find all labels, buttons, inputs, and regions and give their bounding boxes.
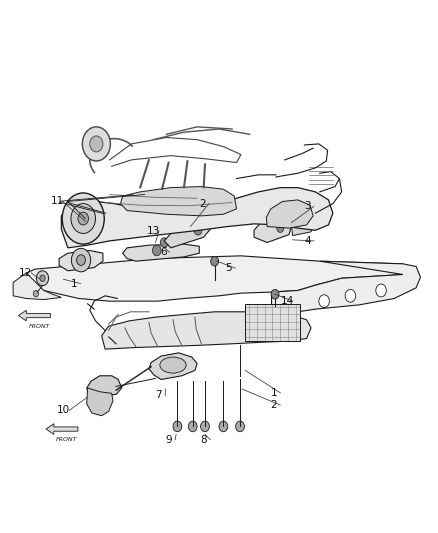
Circle shape	[173, 421, 182, 432]
Text: 13: 13	[147, 226, 160, 236]
FancyArrow shape	[18, 310, 50, 321]
Circle shape	[160, 238, 168, 247]
Text: 1: 1	[271, 388, 277, 398]
Polygon shape	[272, 261, 420, 312]
Circle shape	[71, 248, 91, 272]
Text: 10: 10	[57, 406, 70, 415]
Polygon shape	[164, 216, 212, 248]
Text: 7: 7	[155, 391, 162, 400]
Polygon shape	[149, 353, 197, 379]
Polygon shape	[13, 273, 61, 300]
Circle shape	[345, 289, 356, 302]
Polygon shape	[254, 217, 291, 243]
Polygon shape	[59, 251, 103, 271]
Circle shape	[152, 245, 161, 256]
Circle shape	[78, 212, 88, 225]
Circle shape	[90, 136, 103, 152]
Text: 3: 3	[304, 201, 311, 211]
Circle shape	[77, 255, 85, 265]
Circle shape	[201, 421, 209, 432]
Circle shape	[211, 256, 219, 266]
Polygon shape	[266, 200, 313, 228]
Circle shape	[188, 421, 197, 432]
Text: 5: 5	[226, 263, 232, 273]
Circle shape	[319, 295, 329, 308]
Circle shape	[62, 193, 104, 244]
FancyBboxPatch shape	[245, 304, 300, 341]
Circle shape	[271, 289, 279, 299]
Text: 4: 4	[304, 236, 311, 246]
Text: 1: 1	[71, 279, 78, 288]
Polygon shape	[87, 376, 122, 397]
Ellipse shape	[160, 357, 186, 373]
Text: FRONT: FRONT	[56, 437, 77, 442]
Text: FRONT: FRONT	[29, 324, 50, 328]
Polygon shape	[123, 244, 199, 261]
Text: 14: 14	[280, 296, 293, 306]
Circle shape	[219, 421, 228, 432]
Circle shape	[33, 290, 39, 297]
Text: 11: 11	[50, 197, 64, 206]
Text: 8: 8	[201, 435, 207, 445]
Polygon shape	[102, 312, 311, 349]
Polygon shape	[120, 187, 237, 216]
Text: 9: 9	[166, 435, 172, 445]
Polygon shape	[26, 256, 403, 301]
Circle shape	[376, 284, 386, 297]
Circle shape	[40, 275, 45, 281]
FancyArrow shape	[46, 424, 78, 434]
Circle shape	[194, 225, 202, 235]
Circle shape	[236, 421, 244, 432]
Circle shape	[277, 224, 284, 232]
Text: 2: 2	[199, 199, 206, 208]
Polygon shape	[87, 388, 113, 416]
Circle shape	[36, 271, 49, 286]
Text: 6: 6	[160, 247, 166, 257]
Polygon shape	[291, 217, 315, 236]
Circle shape	[71, 204, 95, 233]
Text: 2: 2	[271, 400, 277, 410]
Circle shape	[82, 127, 110, 161]
Text: 12: 12	[19, 268, 32, 278]
Polygon shape	[61, 188, 333, 248]
